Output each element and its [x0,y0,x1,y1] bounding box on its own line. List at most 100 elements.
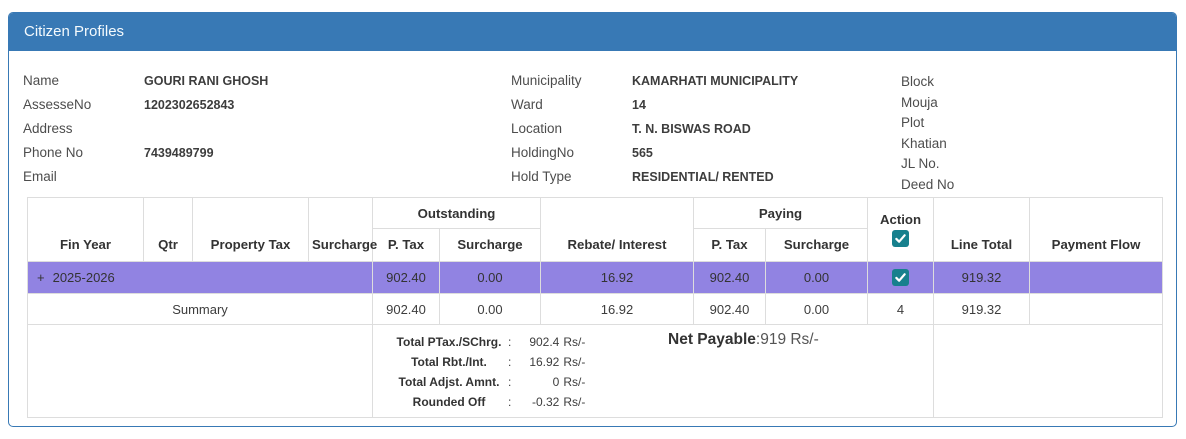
select-all-checkbox[interactable] [892,230,909,247]
total-ptax-schrg-line: Total PTax./SChrg.: 902.4 Rs/- [390,332,586,352]
table-sub-header-row: P. Tax Surcharge P. Tax Surcharge [28,228,1163,262]
row-paying-ptax: 902.40 [693,260,766,295]
currency-suffix: Rs/- [563,395,586,410]
profile-row-municipality: Municipality KAMARHATI MUNICIPALITY [511,69,798,93]
deedno-label: Deed No [901,176,955,192]
mouja-label: Mouja [901,94,938,110]
currency-suffix: Rs/- [563,375,586,390]
summary-paying-ptax: 902.40 [693,293,766,326]
totals-cell: Total PTax./SChrg.:902.4 Rs/- Total Rbt./… [372,324,934,419]
profile-row-ward: Ward 14 [511,93,798,117]
summary-line-total: 919.32 [933,293,1030,326]
totals-block: Total PTax./SChrg.:902.4 Rs/- Total Rbt./… [390,332,586,412]
tax-table: Fin Year Qtr Property Tax Surcharge Outs… [27,197,1163,419]
profile-column-middle: Municipality KAMARHATI MUNICIPALITY Ward… [511,69,798,189]
profile-row-address: Address [23,117,268,141]
assesseno-label: AssesseNo [23,97,92,112]
action-header-label: Action [879,212,922,227]
profile-row-holdtype: Hold Type RESIDENTIAL/ RENTED [511,165,798,189]
name-label: Name [23,73,60,88]
rounded-off-label: Rounded Off [412,395,486,410]
profile-row-assesseno: AssesseNo 1202302652843 [23,93,268,117]
total-adjst-amnt-value: 0 [552,375,560,390]
row-outstanding-ptax: 902.40 [372,260,440,295]
summary-outstanding-ptax: 902.40 [372,293,440,326]
panel-title: Citizen Profiles [9,13,1176,51]
profile-row-jlno: JL No. [901,154,1022,175]
net-payable-value: :919 Rs/- [755,331,819,349]
colon: : [508,375,512,390]
total-adjst-amnt-line: Total Adjst. Amnt.: 0 Rs/- [390,372,586,392]
colon: : [508,395,512,410]
row-rebate-interest: 16.92 [540,260,694,295]
summary-rebate-interest: 16.92 [540,293,694,326]
phone-value: 7439489799 [144,146,214,160]
row-action-cell [867,260,934,295]
citizen-profiles-panel: Citizen Profiles Name GOURI RANI GHOSH A… [8,12,1177,427]
row-select-checkbox[interactable] [892,269,909,287]
row-outstanding-surcharge: 0.00 [439,260,541,295]
email-label: Email [23,169,57,184]
totals-row: Total PTax./SChrg.:902.4 Rs/- Total Rbt./… [27,324,1163,419]
rounded-off-line: Rounded Off: -0.32 Rs/- [390,392,586,412]
profile-column-right: Block Mouja Plot Khatian JL No. Deed No [901,72,1022,196]
summary-paying-surcharge: 0.00 [765,293,868,326]
profile-row-name: Name GOURI RANI GHOSH [23,69,268,93]
currency-suffix: Rs/- [563,335,586,350]
summary-label: Summary [27,293,373,326]
ward-label: Ward [511,97,543,112]
row-paying-surcharge: 0.00 [765,260,868,295]
holdingno-label: HoldingNo [511,145,575,160]
col-header-property-tax: Property Tax [192,197,309,262]
profile-row-mouja: Mouja [901,93,1022,114]
profile-row-block: Block [901,72,1022,93]
location-value: T. N. BISWAS ROAD [632,122,751,136]
col-header-fin-year: Fin Year [27,197,144,262]
check-icon [895,234,906,243]
currency-suffix: Rs/- [563,355,586,370]
municipality-label: Municipality [511,73,582,88]
total-ptax-schrg-label: Total PTax./SChrg. [396,335,502,350]
col-header-line-total: Line Total [933,197,1030,262]
expand-icon[interactable]: + [37,270,45,286]
rounded-off-value: -0.32 [531,395,560,410]
col-header-action: Action [867,197,934,262]
profile-row-email: Email [23,165,268,189]
col-header-rebate-interest: Rebate/ Interest [540,197,694,262]
check-icon [895,273,906,282]
block-label: Block [901,74,935,89]
phone-label: Phone No [23,145,84,160]
ward-value: 14 [632,98,646,112]
fin-year-cell[interactable]: +2025-2026 [27,260,373,295]
municipality-value: KAMARHATI MUNICIPALITY [632,74,799,88]
total-rbt-int-line: Total Rbt./Int.: 16.92 Rs/- [390,352,585,372]
summary-action-count: 4 [867,293,934,326]
profile-row-khatian: Khatian [901,134,1022,155]
total-ptax-schrg-value: 902.4 [529,335,560,350]
row-line-total: 919.32 [933,260,1030,295]
profile-row-location: Location T. N. BISWAS ROAD [511,117,798,141]
group-header-outstanding: Outstanding [372,197,541,229]
address-label: Address [23,121,73,136]
row-payment-flow [1029,260,1163,295]
colon: : [508,335,512,350]
fin-year-value: 2025-2026 [52,270,115,286]
col-header-paying-ptax: P. Tax [693,228,766,262]
assesseno-value: 1202302652843 [144,98,235,112]
totals-empty-right [933,324,1163,419]
col-header-outstanding-ptax: P. Tax [372,228,440,262]
totals-empty-left [27,324,373,419]
fin-year-row-2025-2026[interactable]: +2025-2026 902.40 0.00 16.92 902.40 0.00… [27,260,1163,295]
profile-row-plot: Plot [901,113,1022,134]
total-rbt-int-label: Total Rbt./Int. [411,355,487,370]
plot-label: Plot [901,115,925,131]
location-label: Location [511,121,563,136]
col-header-outstanding-surcharge: Surcharge [439,228,541,262]
profile-row-holdingno: HoldingNo 565 [511,141,798,165]
holdingno-value: 565 [632,146,653,160]
summary-outstanding-surcharge: 0.00 [439,293,541,326]
net-payable-label: Net Payable [668,331,756,349]
summary-payment-flow [1029,293,1163,326]
profile-row-phone: Phone No 7439489799 [23,141,268,165]
name-value: GOURI RANI GHOSH [144,74,269,88]
